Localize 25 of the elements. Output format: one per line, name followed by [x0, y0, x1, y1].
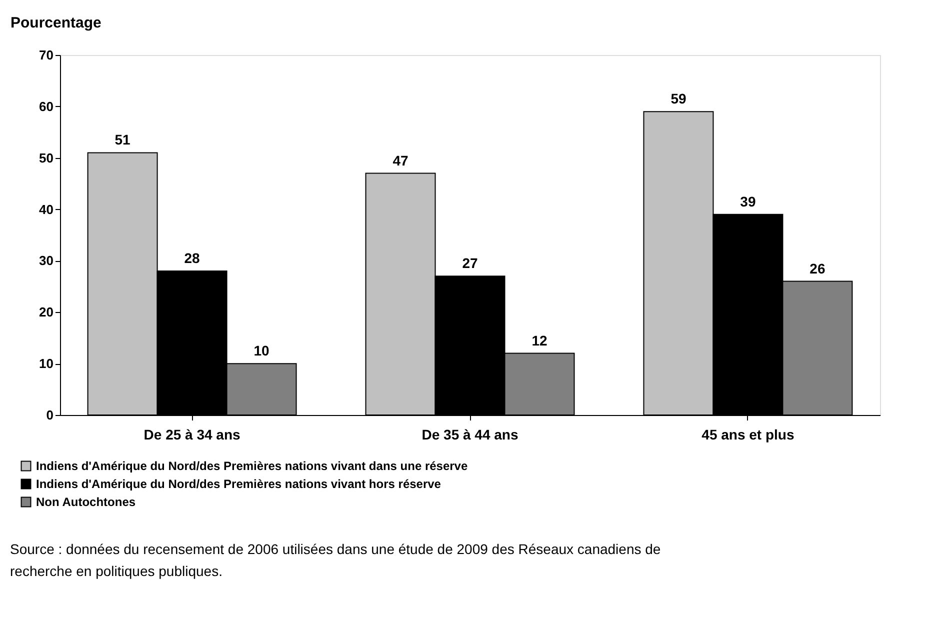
y-tick-label: 40 [39, 202, 54, 217]
legend-label: Non Autochtones [36, 495, 136, 509]
data-label: 27 [462, 255, 478, 272]
legend-label: Indiens d'Amérique du Nord/des Premières nations vivant hors réserve [36, 477, 442, 491]
data-label: 59 [670, 90, 686, 107]
x-tick-label: De 25 à 34 ans [144, 426, 240, 442]
data-label: 51 [114, 132, 131, 148]
y-tick-label: 60 [39, 98, 54, 114]
y-tick-label: 20 [39, 304, 54, 320]
y-tick-label: 10 [39, 356, 54, 372]
y-tick-label: 50 [39, 150, 54, 166]
source-note: Source : données du recensement de 2006 utilisées dans une étude de 2009 des Réseaux canadiens de recherche en politiques publiques. [10, 541, 661, 579]
y-axis-title: Pourcentage [10, 14, 102, 32]
y-tick-label: 70 [39, 48, 54, 62]
x-tick-label: De 35 à 44 ans [422, 426, 518, 442]
data-label: 28 [184, 250, 200, 266]
data-label: 10 [254, 342, 270, 359]
legend-label: Indiens d'Amérique du Nord/des Premières nations vivant dans une réserve [36, 459, 468, 473]
data-label: 12 [532, 332, 548, 348]
data-label: 39 [740, 193, 756, 210]
y-tick-label: 30 [39, 253, 54, 268]
data-label: 47 [392, 152, 409, 168]
data-label: 26 [810, 260, 826, 276]
y-tick-label: 0 [46, 408, 54, 422]
x-tick-label: 45 ans et plus [702, 426, 794, 442]
